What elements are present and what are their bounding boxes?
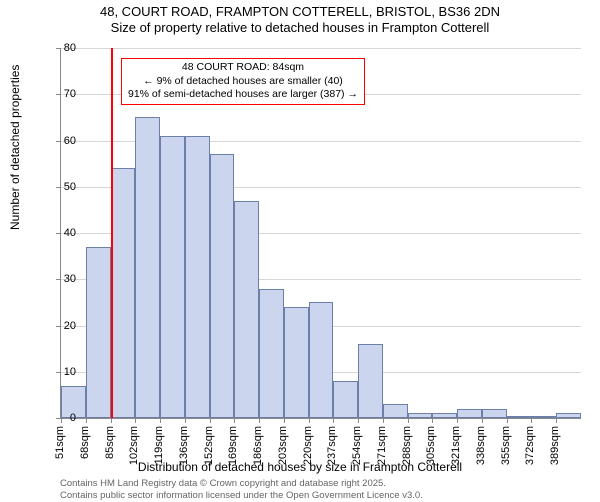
histogram-bar <box>284 307 309 418</box>
x-tick-mark <box>309 418 310 423</box>
x-tick-mark <box>482 418 483 423</box>
y-tick-label: 20 <box>46 320 76 332</box>
x-tick-mark <box>358 418 359 423</box>
histogram-bar <box>210 154 235 418</box>
histogram-bar <box>531 416 556 418</box>
histogram-bar <box>234 201 259 418</box>
credits-block: Contains HM Land Registry data © Crown c… <box>60 478 423 502</box>
annotation-box: 48 COURT ROAD: 84sqm← 9% of detached hou… <box>121 58 365 105</box>
histogram-bar <box>457 409 482 418</box>
marker-line <box>111 48 113 418</box>
x-tick-mark <box>185 418 186 423</box>
x-tick-mark <box>531 418 532 423</box>
y-axis-label: Number of detached properties <box>8 65 22 230</box>
y-tick-label: 10 <box>46 366 76 378</box>
y-tick-label: 60 <box>46 135 76 147</box>
x-tick-mark <box>556 418 557 423</box>
x-tick-label: 119sqm <box>153 426 165 464</box>
y-axis-label-text: Number of detached properties <box>8 65 22 230</box>
histogram-bar <box>556 413 581 418</box>
y-tick-label: 70 <box>46 88 76 100</box>
histogram-bar <box>432 413 457 418</box>
plot-area: 48 COURT ROAD: 84sqm← 9% of detached hou… <box>60 48 581 419</box>
annotation-line: ← 9% of detached houses are smaller (40) <box>128 75 358 89</box>
gridline <box>61 48 581 49</box>
x-tick-mark <box>259 418 260 423</box>
histogram-bar <box>160 136 185 418</box>
y-tick-label: 30 <box>46 273 76 285</box>
x-tick-mark <box>234 418 235 423</box>
y-tick-label: 0 <box>46 412 76 424</box>
x-tick-mark <box>210 418 211 423</box>
histogram-bar <box>383 404 408 418</box>
x-tick-mark <box>160 418 161 423</box>
histogram-bar <box>333 381 358 418</box>
chart-title-line1: 48, COURT ROAD, FRAMPTON COTTERELL, BRIS… <box>0 4 600 19</box>
x-tick-mark <box>457 418 458 423</box>
x-tick-mark <box>333 418 334 423</box>
annotation-line: 91% of semi-detached houses are larger (… <box>128 88 358 102</box>
x-tick-label: 85sqm <box>104 426 116 459</box>
x-tick-label: 51sqm <box>54 426 66 459</box>
x-tick-mark <box>284 418 285 423</box>
x-tick-mark <box>507 418 508 423</box>
x-axis-label: Distribution of detached houses by size … <box>0 460 600 474</box>
histogram-bar <box>185 136 210 418</box>
histogram-bar <box>111 168 136 418</box>
annotation-line: 48 COURT ROAD: 84sqm <box>128 61 358 75</box>
chart-container: 48, COURT ROAD, FRAMPTON COTTERELL, BRIS… <box>0 0 600 500</box>
histogram-bar <box>507 416 532 418</box>
histogram-bar <box>482 409 507 418</box>
x-tick-mark <box>111 418 112 423</box>
x-tick-mark <box>408 418 409 423</box>
credits-line1: Contains HM Land Registry data © Crown c… <box>60 478 423 490</box>
histogram-bar <box>86 247 111 418</box>
chart-title-line2: Size of property relative to detached ho… <box>0 20 600 35</box>
y-tick-label: 40 <box>46 227 76 239</box>
histogram-bar <box>309 302 334 418</box>
x-tick-mark <box>86 418 87 423</box>
histogram-bar <box>358 344 383 418</box>
y-tick-label: 80 <box>46 42 76 54</box>
x-tick-mark <box>432 418 433 423</box>
x-tick-mark <box>383 418 384 423</box>
x-tick-mark <box>135 418 136 423</box>
y-tick-label: 50 <box>46 181 76 193</box>
histogram-bar <box>408 413 433 418</box>
x-tick-label: 68sqm <box>79 426 91 459</box>
histogram-bar <box>135 117 160 418</box>
histogram-bar <box>259 289 284 419</box>
